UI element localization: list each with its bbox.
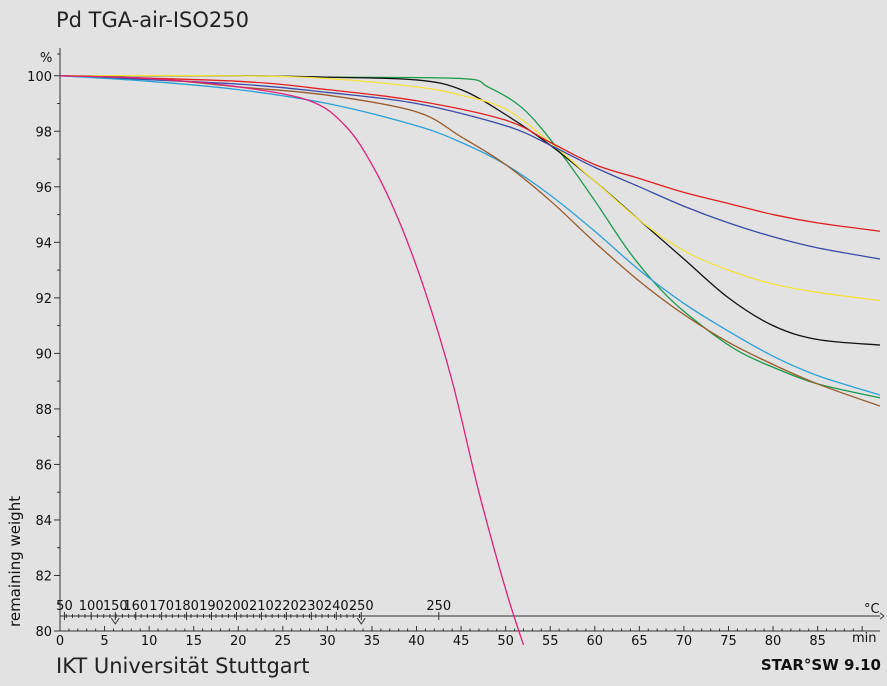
series-line-yellow	[60, 74, 880, 302]
y-tick-label: 84	[35, 514, 52, 529]
x-tick-label: 15	[185, 634, 202, 649]
temperature-tick-label: 240	[324, 599, 349, 614]
chart-title: Pd TGA-air-ISO250	[56, 8, 249, 32]
temperature-tick-label: 190	[199, 599, 224, 614]
x-tick-label: 45	[453, 634, 470, 649]
series-line-cyan	[60, 75, 880, 396]
series-line-green	[60, 75, 880, 399]
temperature-tick-label: 150	[103, 599, 128, 614]
temperature-marker	[356, 617, 366, 625]
series-line-red	[60, 75, 880, 232]
series-line-magenta	[60, 75, 525, 646]
y-tick-label: 92	[35, 292, 52, 307]
y-unit-label: %	[40, 51, 52, 66]
temperature-tick-label: 220	[274, 599, 299, 614]
temperature-tick-label: 250	[349, 599, 374, 614]
temperature-tick-label: 250	[426, 599, 451, 614]
x-tick-label: 60	[587, 634, 604, 649]
y-tick-label: 82	[35, 569, 52, 584]
x-tick-label: 65	[631, 634, 648, 649]
y-tick-label: 100	[27, 70, 52, 85]
series-layer	[60, 74, 880, 646]
y-tick-label: 86	[35, 458, 52, 473]
temperature-unit-label: °C	[864, 602, 880, 617]
x-tick-label: 35	[364, 634, 381, 649]
x-tick-label: 40	[408, 634, 425, 649]
y-tick-label: 88	[35, 403, 52, 418]
series-line-brown	[60, 75, 880, 407]
y-axis-label: remaining weight	[6, 496, 24, 627]
temperature-tick-label: 170	[149, 599, 174, 614]
x-tick-label: 0	[56, 634, 64, 649]
temperature-tick-label: 180	[174, 599, 199, 614]
temperature-marker	[110, 617, 120, 625]
footer-software: STAR°SW 9.10	[760, 656, 881, 674]
footer-institution: IKT Universität Stuttgart	[56, 654, 310, 678]
y-tick-label: 90	[35, 347, 52, 362]
x-tick-label: 50	[497, 634, 514, 649]
x-tick-label: 55	[542, 634, 559, 649]
y-tick-label: 98	[35, 125, 52, 140]
x-tick-label: 70	[676, 634, 693, 649]
temperature-tick-label: 210	[249, 599, 274, 614]
x-tick-label: 20	[230, 634, 247, 649]
x-tick-label: 85	[809, 634, 826, 649]
temperature-tick-label: 200	[224, 599, 249, 614]
temperature-tick-label: 230	[299, 599, 324, 614]
x-tick-label: 75	[720, 634, 737, 649]
x-tick-label: 5	[100, 634, 108, 649]
series-line-blue	[60, 75, 880, 260]
y-tick-label: 96	[35, 181, 52, 196]
temperature-tick-label: 50	[56, 599, 73, 614]
x-unit-label: min	[852, 631, 877, 646]
x-tick-label: 30	[319, 634, 336, 649]
axes: 80 82 84 86 88 90 92 94 96 98 100 0 5 10 15 20 25 30 35 40 4…	[27, 48, 885, 649]
temperature-axis-arrow	[879, 612, 885, 617]
temperature-axis-arrow	[879, 615, 885, 620]
x-tick-label: 25	[275, 634, 292, 649]
temperature-tick-label: 160	[123, 599, 148, 614]
x-tick-label: 80	[765, 634, 782, 649]
y-tick-label: 80	[35, 625, 52, 640]
y-tick-label: 94	[35, 236, 52, 251]
x-tick-label: 10	[141, 634, 158, 649]
temperature-tick-label: 100	[79, 599, 104, 614]
